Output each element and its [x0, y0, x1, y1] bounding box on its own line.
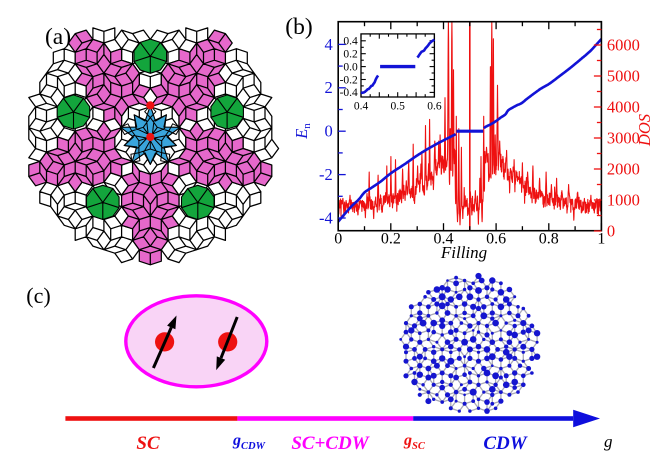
svg-text:SC: SC	[136, 433, 160, 454]
svg-text:-4: -4	[319, 208, 333, 227]
svg-text:0.2: 0.2	[381, 231, 401, 248]
svg-text:CDW: CDW	[483, 433, 527, 454]
svg-text:(b): (b)	[285, 14, 312, 40]
svg-text:0: 0	[334, 231, 342, 248]
svg-text:1: 1	[597, 231, 605, 248]
svg-text:2: 2	[325, 78, 333, 97]
svg-text:6000: 6000	[607, 36, 640, 55]
svg-text:0.5: 0.5	[391, 101, 406, 113]
svg-text:2000: 2000	[607, 160, 640, 179]
svg-text:(a): (a)	[45, 24, 71, 50]
svg-text:0.6: 0.6	[427, 101, 442, 113]
svg-text:En: En	[292, 123, 313, 140]
svg-text:g: g	[604, 432, 613, 451]
svg-text:(c): (c)	[26, 283, 50, 308]
svg-text:SC+CDW: SC+CDW	[291, 433, 369, 454]
svg-text:1000: 1000	[607, 191, 640, 210]
svg-text:0: 0	[607, 222, 615, 241]
svg-text:0.4: 0.4	[354, 101, 369, 113]
svg-text:3000: 3000	[607, 129, 640, 148]
svg-text:4: 4	[325, 35, 333, 54]
svg-text:-2: -2	[319, 165, 333, 184]
svg-text:0.4: 0.4	[433, 231, 453, 248]
svg-text:5000: 5000	[607, 67, 640, 86]
svg-text:-0.4: -0.4	[340, 87, 358, 99]
svg-text:0.6: 0.6	[486, 231, 506, 248]
svg-text:0.0: 0.0	[343, 61, 358, 73]
svg-text:0.4: 0.4	[343, 36, 358, 48]
svg-text:0.8: 0.8	[539, 231, 559, 248]
svg-text:4000: 4000	[607, 98, 640, 117]
svg-text:0: 0	[325, 122, 333, 141]
svg-text:Filling: Filling	[440, 243, 487, 262]
svg-text:-0.2: -0.2	[340, 74, 358, 86]
svg-text:DOS: DOS	[635, 114, 654, 147]
svg-text:0.2: 0.2	[343, 49, 358, 61]
